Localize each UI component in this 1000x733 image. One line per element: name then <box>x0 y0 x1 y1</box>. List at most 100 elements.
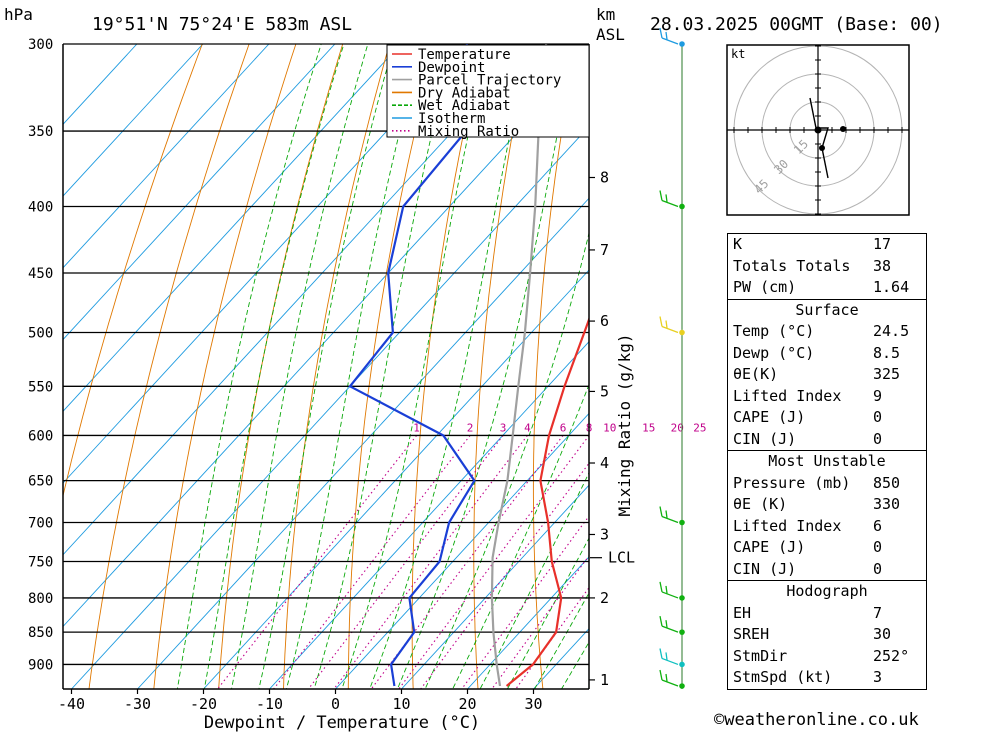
index-value: 17 <box>873 235 892 253</box>
km-tick-label: 8 <box>600 169 609 187</box>
datetime-title: 28.03.2025 00GMT (Base: 00) <box>650 14 943 35</box>
index-row: Lifted Index 9 <box>728 386 926 408</box>
isotherm-line <box>269 341 589 689</box>
wet-adiabat-line <box>313 44 454 689</box>
index-value: 9 <box>873 386 883 405</box>
mixing-ratio-label: 6 <box>560 421 567 434</box>
pressure-tick-label: 500 <box>28 325 53 341</box>
index-row: StmSpd (kt) 3 <box>728 667 926 689</box>
x-tick-label: 20 <box>458 695 476 713</box>
isobar-lines <box>63 43 589 666</box>
km-tick-label: 7 <box>600 241 609 259</box>
x-tick-label: -30 <box>124 695 151 713</box>
isotherm-line <box>335 412 589 689</box>
pressure-tick-label: 300 <box>28 37 53 53</box>
wind-barb-feather <box>659 506 663 517</box>
mixing-ratio-line <box>333 435 528 689</box>
x-tick-label: -10 <box>256 695 283 713</box>
isotherm-line <box>63 44 534 556</box>
wind-barb-shaft <box>661 679 679 687</box>
index-row: EH 7 <box>728 603 926 625</box>
isotherm-line <box>63 44 138 125</box>
wind-level-dot <box>679 661 685 668</box>
wind-level-dot <box>679 629 685 635</box>
wet-adiabat-line <box>231 44 369 689</box>
x-tick-label: 10 <box>392 695 410 713</box>
wind-barb-feather <box>659 581 663 593</box>
mixing-ratio-line <box>273 435 471 689</box>
mixing-ratio-labels: 12346810152025 <box>413 421 706 434</box>
index-value: 8.5 <box>873 343 901 362</box>
x-tick-label: -20 <box>190 695 217 713</box>
index-label: CIN (J) <box>733 559 797 578</box>
index-value: 0 <box>873 429 883 448</box>
km-tick-label: 2 <box>600 589 609 607</box>
mixing-ratio-axis-title: Mixing Ratio (g/kg) <box>615 333 634 516</box>
km-tick-label: 5 <box>600 382 609 400</box>
wind-barb-shaft <box>661 625 679 633</box>
indices-panel: K 17 Totals Totals 38 PW (cm) 1.64 Surface Te… <box>727 233 927 690</box>
mixing-ratio-line <box>420 462 589 689</box>
wind-barb-feather <box>659 316 663 327</box>
index-label: K <box>733 235 743 253</box>
index-value: 1.64 <box>873 278 910 296</box>
wind-barb-feather <box>665 673 668 682</box>
sounding-series <box>348 44 589 687</box>
wind-barb-shaft <box>661 199 679 208</box>
isotherm-line <box>137 197 589 689</box>
legend-entry-label: Isotherm <box>418 111 485 127</box>
wind-barb-shaft <box>661 657 679 666</box>
wind-barb-shaft <box>661 515 679 524</box>
index-label: Lifted Index <box>733 386 842 405</box>
wind-barb-feather <box>665 31 668 40</box>
index-row: θE(K) 325 <box>728 364 926 386</box>
index-label: PW (cm) <box>733 278 797 296</box>
hodograph-title: Hodograph <box>786 582 868 600</box>
asl-unit-label: ASL <box>596 25 625 44</box>
mixing-ratio-label: 1 <box>413 421 420 434</box>
lcl-label: LCL <box>608 549 635 567</box>
hodograph-origin-dot <box>814 126 822 134</box>
wind-level-dot <box>679 595 685 601</box>
wind-barb-feather <box>665 652 668 661</box>
surface-block: Surface Temp (°C) 24.5 Dewp (°C) 8.5 θE(K) 32… <box>727 299 927 451</box>
index-value: 38 <box>873 256 892 275</box>
index-label: θE(K) <box>733 365 779 383</box>
wind-barb-shaft <box>661 37 679 45</box>
wet-adiabat-line <box>452 383 589 689</box>
index-row: CIN (J) 0 <box>728 559 926 581</box>
wind-barb-shaft <box>661 325 679 334</box>
km-tick-label: 6 <box>600 312 609 330</box>
index-label: StmDir <box>733 646 788 665</box>
most-unstable-block: Most Unstable Pressure (mb) 850 θE (K) 330 L… <box>727 451 927 581</box>
credit-text: ©weatheronline.co.uk <box>714 710 919 730</box>
index-value: 252° <box>873 646 910 665</box>
index-label: EH <box>733 603 752 622</box>
mixing-ratio-label: 15 <box>642 421 655 434</box>
pressure-tick-label: 850 <box>28 625 53 641</box>
wet-adiabat-line <box>341 44 489 689</box>
index-label: Lifted Index <box>733 516 842 535</box>
dry-adiabat-line <box>153 44 297 689</box>
legend-box <box>386 44 590 138</box>
km-tick-label: 1 <box>600 671 609 689</box>
pressure-unit-label: hPa <box>4 5 33 24</box>
legend-entry-label: Dewpoint <box>418 60 485 76</box>
dry-adiabat-line <box>532 44 578 689</box>
dry-adiabat-line <box>347 44 437 689</box>
dry-adiabat-line <box>283 44 390 689</box>
wind-barb-feather <box>665 620 668 628</box>
index-label: Pressure (mb) <box>733 473 851 492</box>
pressure-tick-label: 550 <box>28 379 53 395</box>
mixing-ratio-label: 4 <box>524 421 531 434</box>
index-row: Totals Totals 38 <box>728 256 926 278</box>
index-label: CAPE (J) <box>733 408 806 426</box>
wind-level-dot <box>679 41 685 47</box>
index-value: 24.5 <box>873 322 910 340</box>
index-row: SREH 30 <box>728 624 926 646</box>
wind-level-dot <box>679 519 685 526</box>
pressure-tick-label: 700 <box>28 516 53 532</box>
isotherm-line <box>63 44 402 412</box>
